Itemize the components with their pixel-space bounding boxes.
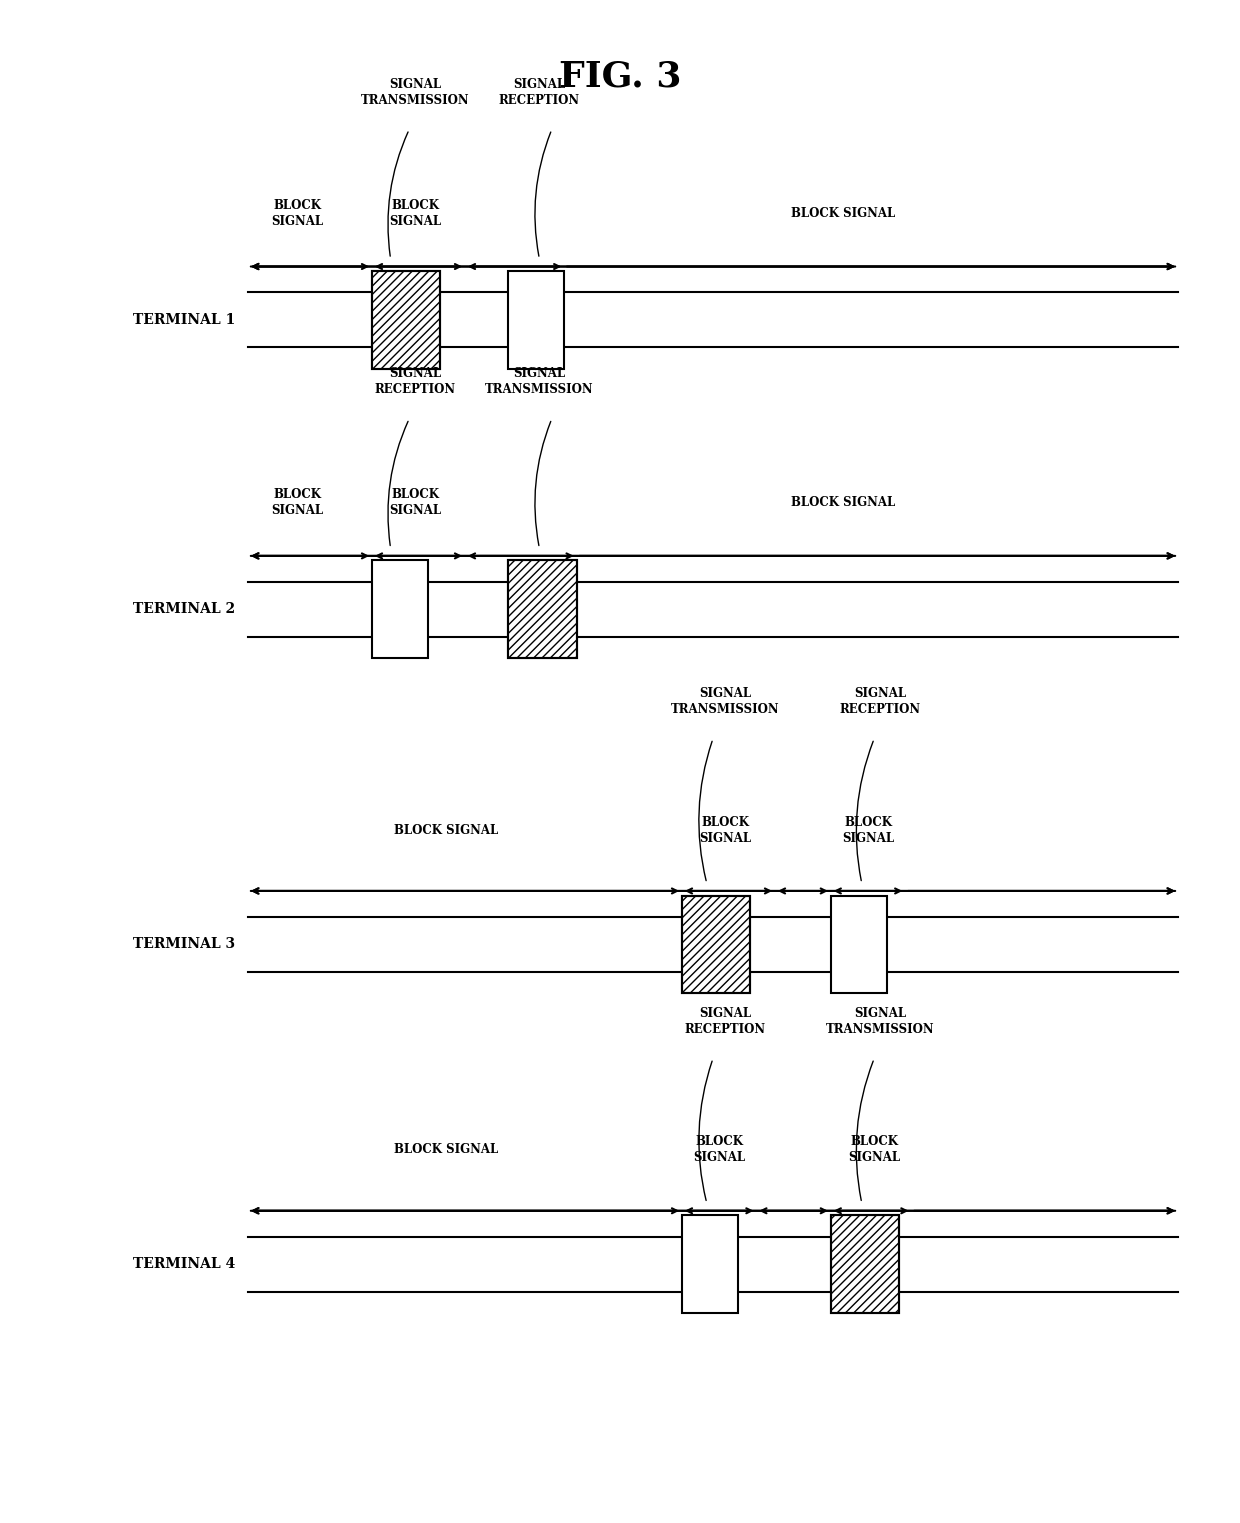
Text: SIGNAL
RECEPTION: SIGNAL RECEPTION xyxy=(374,367,456,396)
Text: TERMINAL 1: TERMINAL 1 xyxy=(134,312,236,327)
Bar xyxy=(372,560,428,658)
Bar xyxy=(682,1215,738,1313)
Bar xyxy=(508,560,577,658)
Text: TERMINAL 4: TERMINAL 4 xyxy=(134,1256,236,1272)
Text: SIGNAL
RECEPTION: SIGNAL RECEPTION xyxy=(839,687,921,716)
Text: BLOCK
SIGNAL: BLOCK SIGNAL xyxy=(699,815,751,845)
Text: SIGNAL
TRANSMISSION: SIGNAL TRANSMISSION xyxy=(671,687,780,716)
Text: BLOCK SIGNAL: BLOCK SIGNAL xyxy=(791,207,895,219)
Text: SIGNAL
RECEPTION: SIGNAL RECEPTION xyxy=(684,1007,766,1036)
Text: BLOCK
SIGNAL: BLOCK SIGNAL xyxy=(842,815,894,845)
Text: BLOCK
SIGNAL: BLOCK SIGNAL xyxy=(389,198,441,228)
Text: BLOCK
SIGNAL: BLOCK SIGNAL xyxy=(389,487,441,518)
Text: FIG. 3: FIG. 3 xyxy=(559,59,681,93)
Text: BLOCK SIGNAL: BLOCK SIGNAL xyxy=(791,496,895,509)
Text: BLOCK
SIGNAL: BLOCK SIGNAL xyxy=(693,1135,745,1165)
Text: BLOCK
SIGNAL: BLOCK SIGNAL xyxy=(272,198,324,228)
Text: SIGNAL
RECEPTION: SIGNAL RECEPTION xyxy=(498,78,580,107)
Bar xyxy=(831,1215,899,1313)
Text: TERMINAL 2: TERMINAL 2 xyxy=(134,602,236,617)
Bar xyxy=(831,1215,899,1313)
Text: SIGNAL
TRANSMISSION: SIGNAL TRANSMISSION xyxy=(361,78,470,107)
Bar xyxy=(831,896,887,993)
Text: BLOCK
SIGNAL: BLOCK SIGNAL xyxy=(848,1135,900,1165)
Bar xyxy=(682,896,750,993)
Text: SIGNAL
TRANSMISSION: SIGNAL TRANSMISSION xyxy=(826,1007,935,1036)
Text: BLOCK
SIGNAL: BLOCK SIGNAL xyxy=(272,487,324,518)
Bar xyxy=(372,271,440,369)
Text: TERMINAL 3: TERMINAL 3 xyxy=(134,937,236,952)
Bar xyxy=(508,560,577,658)
Text: SIGNAL
TRANSMISSION: SIGNAL TRANSMISSION xyxy=(485,367,594,396)
Text: BLOCK SIGNAL: BLOCK SIGNAL xyxy=(394,824,498,836)
Text: BLOCK SIGNAL: BLOCK SIGNAL xyxy=(394,1144,498,1156)
Bar xyxy=(508,271,564,369)
Bar xyxy=(372,271,440,369)
Bar xyxy=(682,896,750,993)
